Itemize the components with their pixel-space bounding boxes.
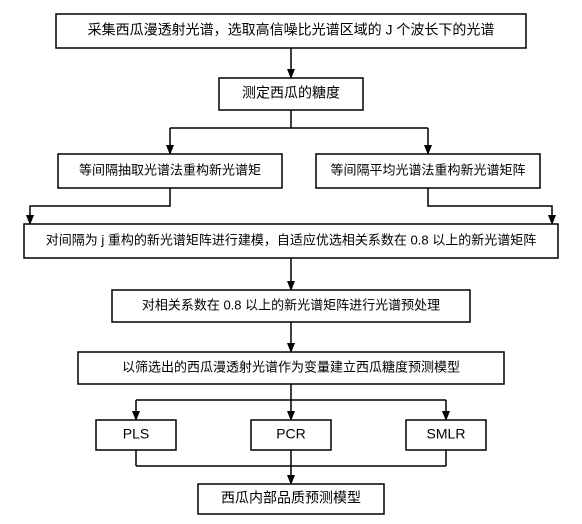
flow-node-label: 采集西瓜漫透射光谱，选取高信噪比光谱区域的 J 个波长下的光谱: [88, 22, 495, 38]
flow-node-n7b: PCR: [251, 420, 331, 450]
flow-node-n1: 采集西瓜漫透射光谱，选取高信噪比光谱区域的 J 个波长下的光谱: [56, 14, 526, 48]
flow-node-label: PLS: [123, 426, 149, 442]
flow-node-label: PCR: [276, 426, 306, 442]
flow-node-label: 以筛选出的西瓜漫透射光谱作为变量建立西瓜糖度预测模型: [122, 359, 460, 374]
flow-node-label: 等间隔抽取光谱法重构新光谱矩: [79, 162, 261, 177]
flow-node-n5: 对相关系数在 0.8 以上的新光谱矩阵进行光谱预处理: [112, 290, 470, 322]
flow-node-label: 对相关系数在 0.8 以上的新光谱矩阵进行光谱预处理: [142, 297, 440, 312]
flow-node-label: 西瓜内部品质预测模型: [221, 490, 361, 506]
flow-node-n8: 西瓜内部品质预测模型: [198, 484, 384, 514]
flow-arrow: [428, 188, 552, 224]
flow-node-n6: 以筛选出的西瓜漫透射光谱作为变量建立西瓜糖度预测模型: [78, 352, 504, 384]
flow-node-n3b: 等间隔平均光谱法重构新光谱矩阵: [316, 154, 540, 188]
flow-node-label: SMLR: [427, 426, 466, 442]
flow-node-label: 测定西瓜的糖度: [242, 85, 340, 101]
flow-node-label: 等间隔平均光谱法重构新光谱矩阵: [330, 162, 525, 177]
flow-node-n2: 测定西瓜的糖度: [219, 78, 363, 110]
flow-node-n4: 对间隔为 j 重构的新光谱矩阵进行建模，自适应优选相关系数在 0.8 以上的新光…: [24, 224, 558, 258]
flow-arrow: [30, 188, 170, 224]
flow-node-n3a: 等间隔抽取光谱法重构新光谱矩: [58, 154, 282, 188]
flow-node-n7a: PLS: [96, 420, 176, 450]
flow-node-n7c: SMLR: [406, 420, 486, 450]
flow-node-label: 对间隔为 j 重构的新光谱矩阵进行建模，自适应优选相关系数在 0.8 以上的新光…: [46, 232, 536, 247]
